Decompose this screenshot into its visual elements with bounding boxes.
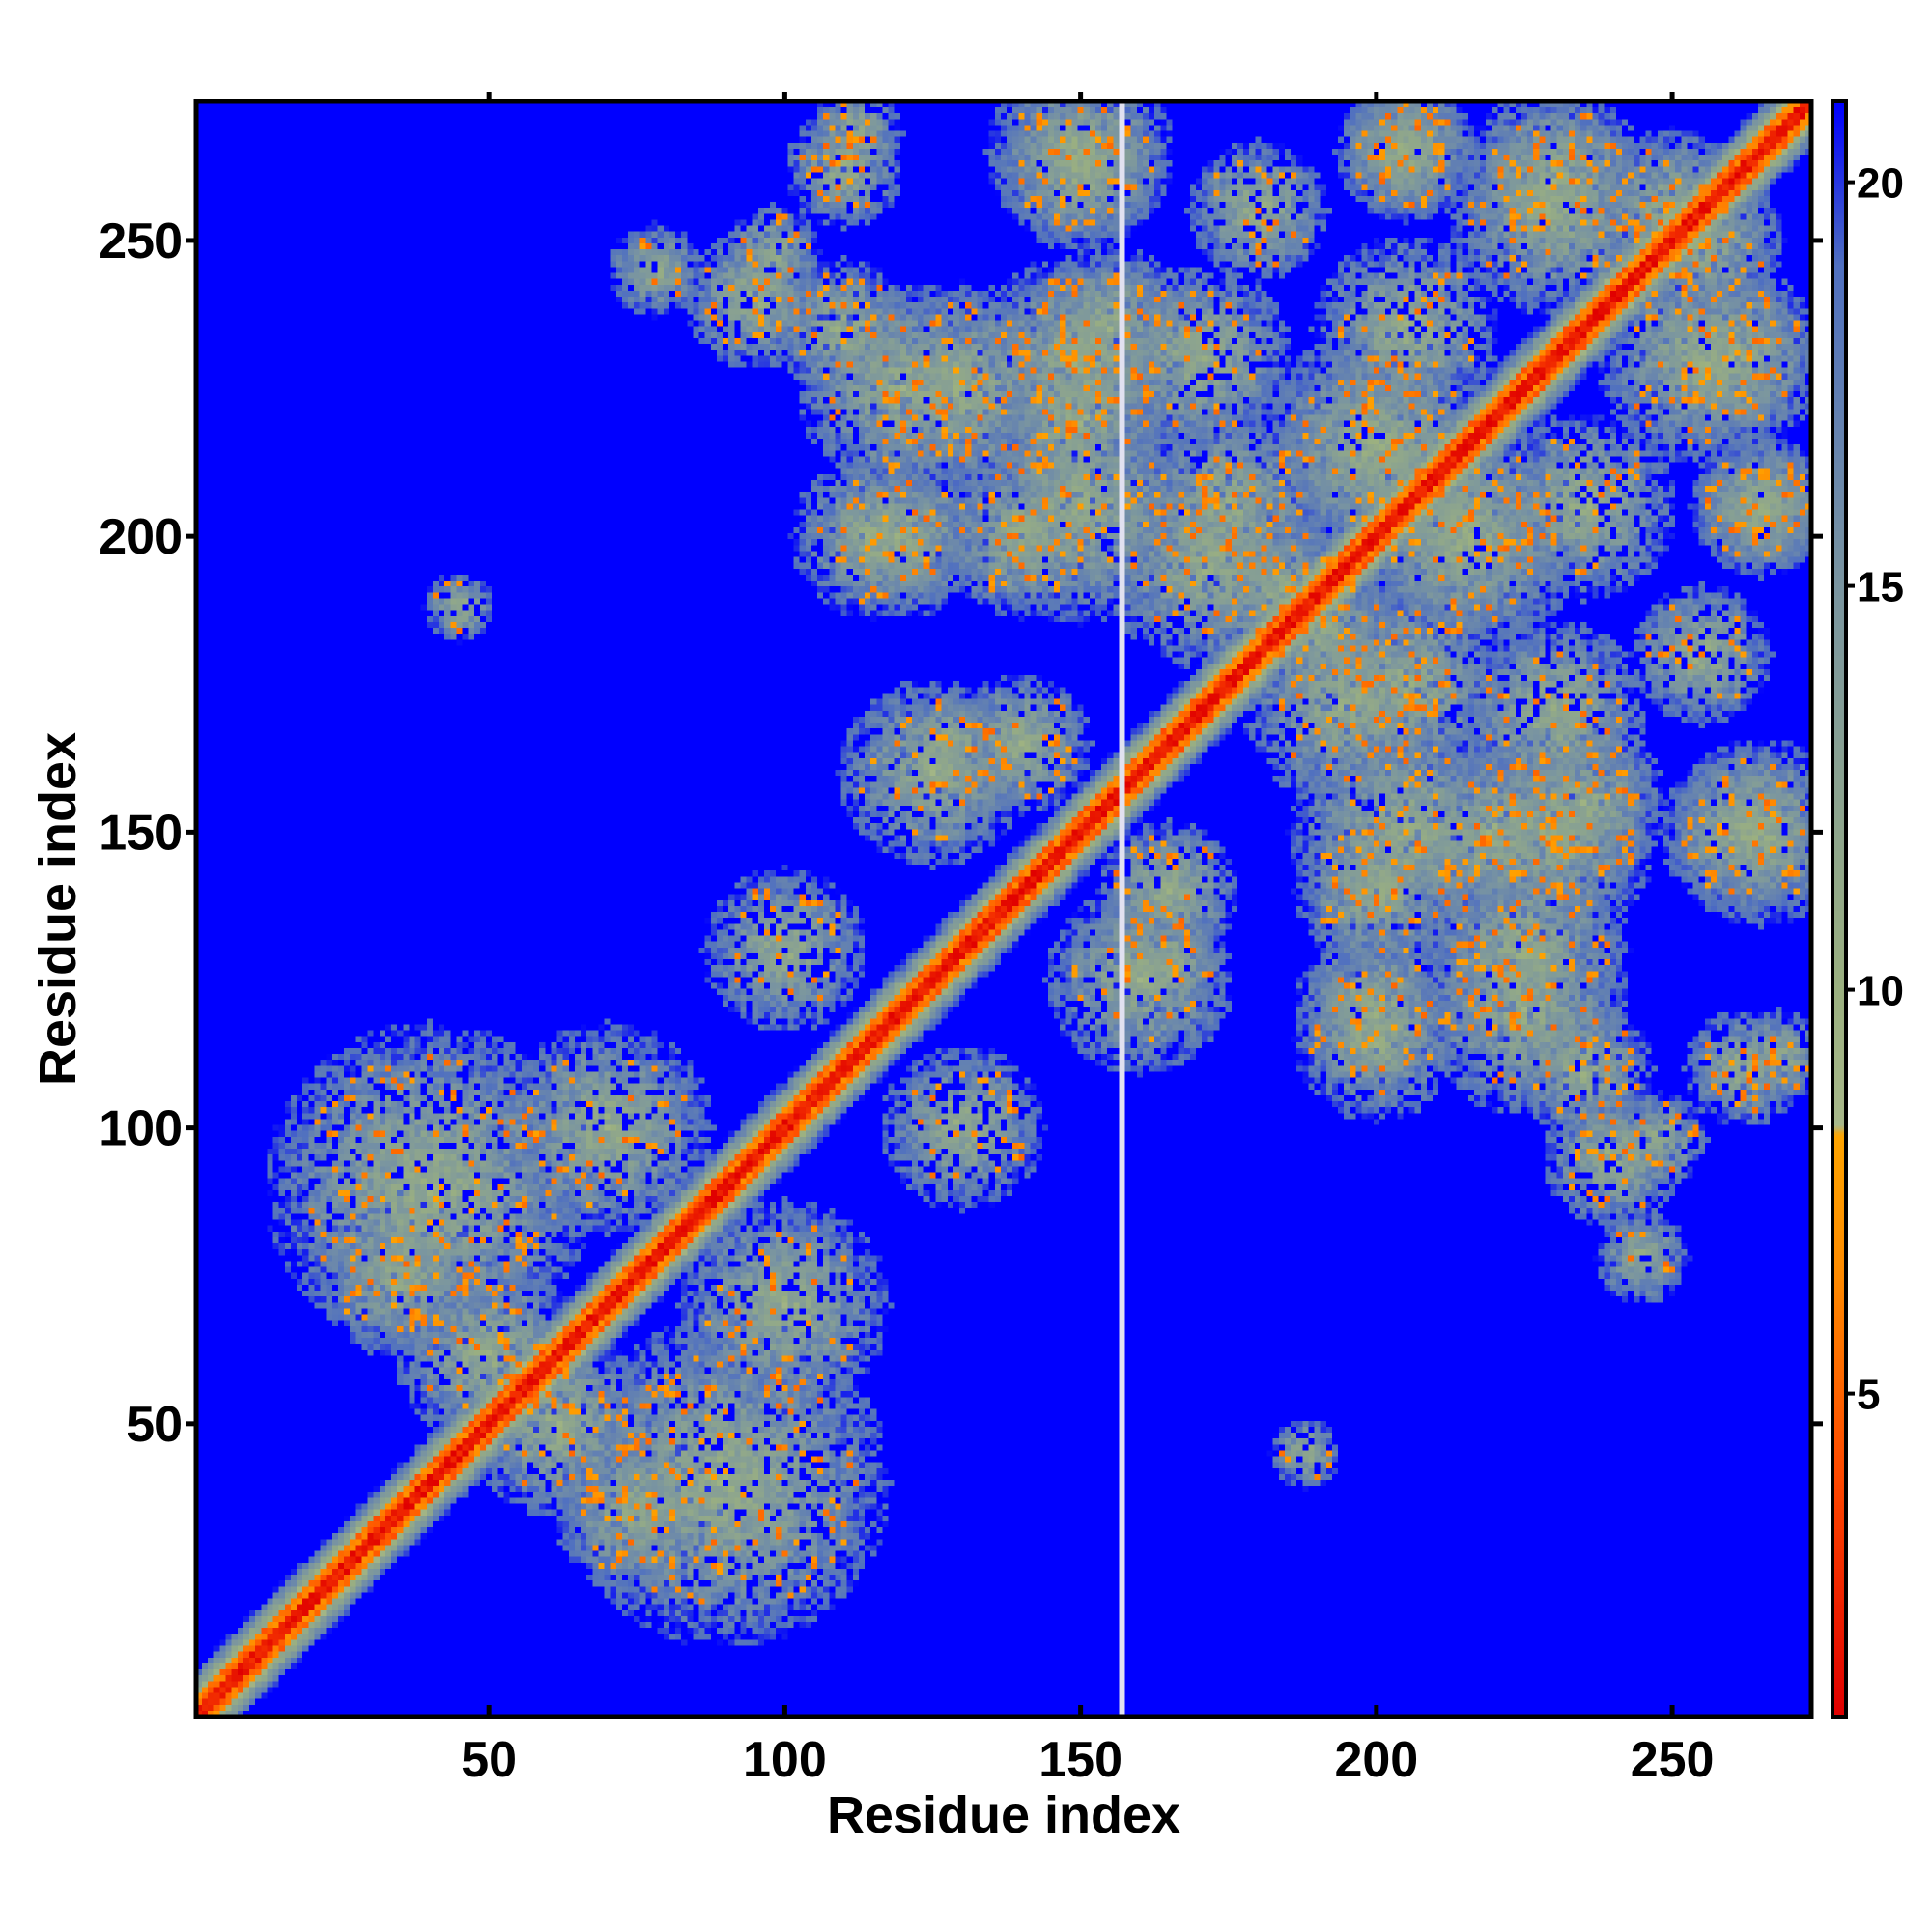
colorbar-frame bbox=[1831, 99, 1848, 1719]
y-tick-label: 100 bbox=[99, 1101, 183, 1157]
x-tick-label: 50 bbox=[461, 1732, 517, 1788]
colorbar-ticks: 5 10 15 20 bbox=[1846, 160, 1904, 1419]
y-tick-label: 250 bbox=[99, 213, 183, 270]
plot-frame bbox=[193, 99, 1814, 1719]
x-axis-ticks: 50 100 150 200 250 bbox=[461, 92, 1714, 1788]
y-tick-label: 50 bbox=[127, 1397, 183, 1453]
y-tick-label: 150 bbox=[99, 805, 183, 861]
y-axis-ticks: 50 100 150 200 250 bbox=[99, 213, 1823, 1453]
colorbar-tick-label: 20 bbox=[1857, 160, 1904, 208]
colorbar-gradient bbox=[1833, 101, 1846, 1717]
y-tick-label: 200 bbox=[99, 509, 183, 565]
x-tick-label: 200 bbox=[1334, 1732, 1418, 1788]
colorbar-tick-label: 5 bbox=[1857, 1372, 1880, 1419]
x-tick-label: 250 bbox=[1631, 1732, 1715, 1788]
x-tick-label: 150 bbox=[1038, 1732, 1122, 1788]
x-tick-label: 100 bbox=[743, 1732, 827, 1788]
heatmap-plot-area bbox=[196, 101, 1811, 1717]
y-axis-title: Residue index bbox=[29, 732, 87, 1086]
colorbar-tick-label: 15 bbox=[1857, 564, 1904, 611]
x-axis-title: Residue index bbox=[827, 1786, 1180, 1844]
colorbar-tick-label: 10 bbox=[1857, 968, 1904, 1015]
